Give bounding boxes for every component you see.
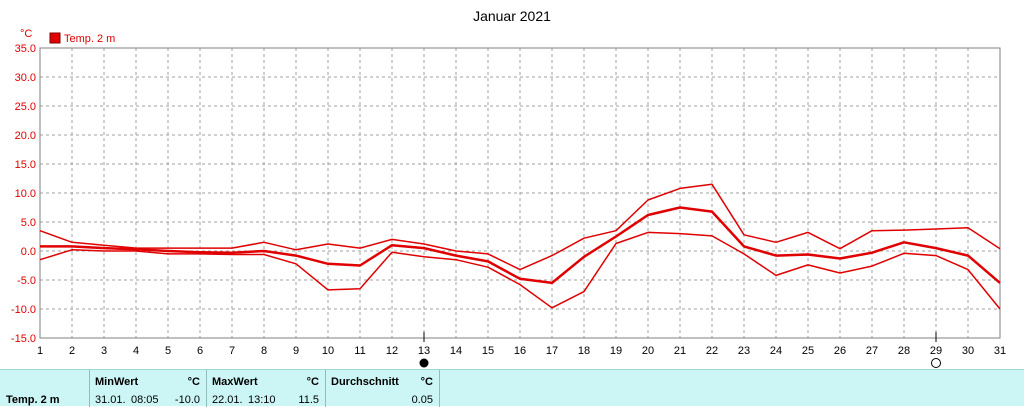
x-tick-label: 6 (197, 345, 203, 357)
stats-label-cell: Temp. 2 m (0, 370, 90, 407)
max-unit: °C (306, 376, 319, 388)
x-tick-label: 14 (450, 345, 462, 357)
moon-phases (419, 332, 941, 368)
max-time: 13:10 (248, 394, 276, 406)
x-tick-label: 22 (706, 345, 718, 357)
x-axis: 1 2 3 4 5 6 7 8 9 10 11 12 13 14 15 16 17 18 19 20 21 22 23 24 2… (37, 345, 1006, 357)
y-tick-label: 30.0 (15, 72, 36, 84)
chart-title: Januar 2021 (473, 8, 551, 24)
series-line-0 (39, 183, 1001, 271)
min-cell: MinWert °C 31.01. 08:05 -10.0 (90, 370, 207, 407)
avg-cell: Durchschnitt °C 0.05 (326, 370, 440, 407)
x-tick-label: 18 (578, 345, 590, 357)
x-tick-label: 25 (802, 345, 814, 357)
full-moon-icon (419, 358, 429, 368)
y-tick-label: 10.0 (15, 188, 36, 200)
x-tick-label: 19 (610, 345, 622, 357)
x-tick-label: 28 (898, 345, 910, 357)
new-moon-icon (931, 358, 941, 368)
legend-label: Temp. 2 m (64, 33, 115, 45)
x-tick-label: 26 (834, 345, 846, 357)
x-tick-label: 17 (546, 345, 558, 357)
y-tick-label: -5.0 (17, 275, 36, 287)
x-tick-label: 7 (229, 345, 235, 357)
x-tick-label: 29 (930, 345, 942, 357)
legend-swatch (49, 32, 61, 44)
y-tick-label: 35.0 (15, 43, 36, 55)
x-tick-label: 24 (770, 345, 782, 357)
max-value: 11.5 (298, 394, 319, 406)
x-tick-label: 13 (418, 345, 430, 357)
x-tick-label: 8 (261, 345, 267, 357)
avg-header: Durchschnitt (331, 376, 399, 388)
grid (39, 47, 1001, 339)
min-date: 31.01. (95, 394, 126, 406)
stats-row-label: Temp. 2 m (6, 394, 60, 406)
x-tick-label: 23 (738, 345, 750, 357)
min-value: -10.0 (174, 394, 200, 406)
x-tick-label: 1 (37, 345, 43, 357)
x-tick-label: 9 (293, 345, 299, 357)
unit-label: °C (20, 28, 32, 40)
avg-value: 0.05 (411, 394, 433, 406)
y-tick-label: 15.0 (15, 159, 36, 171)
y-tick-label: 20.0 (15, 130, 36, 142)
max-cell: MaxWert °C 22.01. 13:10 11.5 (207, 370, 326, 407)
y-tick-label: 0.0 (21, 246, 36, 258)
min-unit: °C (187, 376, 200, 388)
x-tick-label: 27 (866, 345, 878, 357)
series-lines (39, 183, 1001, 310)
x-tick-label: 16 (514, 345, 526, 357)
y-tick-label: -10.0 (11, 304, 36, 316)
x-tick-label: 12 (386, 345, 398, 357)
temperature-chart: Januar 2021 °C Temp. 2 m 35.030.025.020.… (11, 8, 1006, 368)
max-header: MaxWert (212, 376, 258, 388)
x-tick-label: 4 (133, 345, 139, 357)
x-tick-label: 5 (165, 345, 171, 357)
min-time: 08:05 (131, 394, 159, 406)
x-tick-label: 21 (674, 345, 686, 357)
avg-unit: °C (420, 376, 433, 388)
x-tick-label: 15 (482, 345, 494, 357)
series-line-2 (39, 231, 1001, 310)
y-tick-label: 25.0 (15, 101, 36, 113)
x-tick-label: 30 (962, 345, 974, 357)
max-date: 22.01. (212, 394, 243, 406)
x-tick-label: 3 (101, 345, 107, 357)
stats-panel: Temp. 2 m MinWert °C 31.01. 08:05 -10.0 … (0, 369, 1024, 407)
x-tick-label: 20 (642, 345, 654, 357)
y-tick-label: 5.0 (21, 217, 36, 229)
min-header: MinWert (95, 376, 139, 388)
x-tick-label: 11 (354, 345, 365, 357)
x-tick-label: 10 (322, 345, 334, 357)
y-tick-label: -15.0 (11, 333, 36, 345)
y-axis: 35.0 30.0 25.0 20.0 15.0 10.0 5.0 0.0 -5.0 -10.0 -… (11, 43, 36, 345)
x-tick-label: 2 (69, 345, 75, 357)
plot-frame (39, 47, 1001, 339)
series-line-1 (40, 206, 1001, 285)
x-tick-label: 31 (994, 345, 1006, 357)
